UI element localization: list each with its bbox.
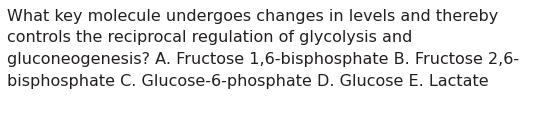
Text: What key molecule undergoes changes in levels and thereby
controls the reciproca: What key molecule undergoes changes in l… <box>7 9 519 89</box>
